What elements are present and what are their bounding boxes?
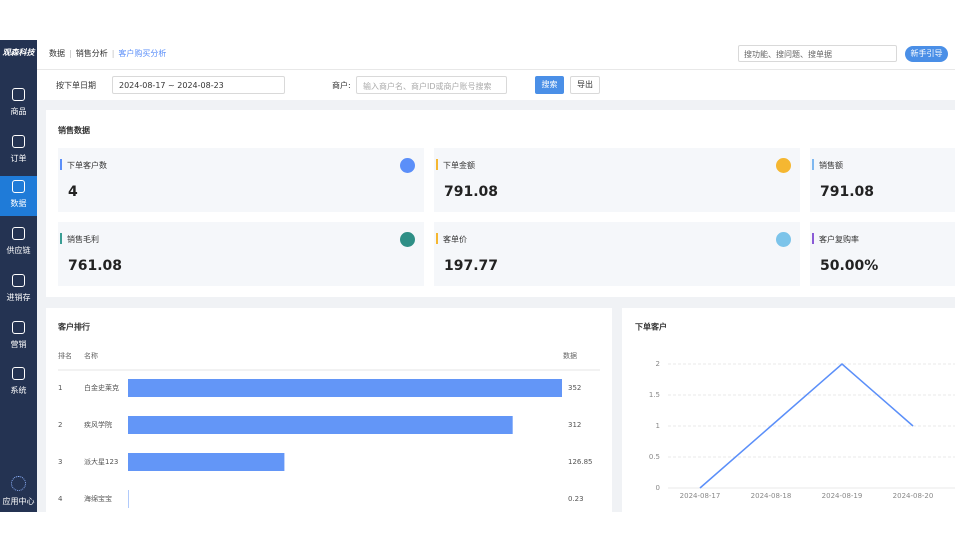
search-input[interactable]: 搜功能、搜问题、搜单据 <box>738 45 897 62</box>
stat-card <box>810 222 955 286</box>
bar <box>128 453 285 471</box>
customer-name: 白金史莱克 <box>84 383 119 392</box>
export-button[interactable]: 导出 <box>570 76 600 94</box>
nav-icon <box>12 135 25 148</box>
stat-value: 761.08 <box>68 258 123 274</box>
customer-name: 海绵宝宝 <box>84 494 112 503</box>
stat-accent <box>812 159 814 170</box>
stat-label: 下单客户数 <box>67 161 107 170</box>
breadcrumb: 数据 | 销售分析 | 客户购买分析 <box>49 49 167 58</box>
customer-name: 派大星123 <box>84 457 118 466</box>
x-tick-label: 2024-08-17 <box>680 492 721 500</box>
column-header: 排名 <box>58 351 72 360</box>
stat-icon <box>776 158 791 173</box>
y-tick-label: 0.5 <box>649 453 660 461</box>
chart-title: 客户排行 <box>57 322 90 332</box>
bar <box>128 416 513 434</box>
stat-label: 销售额 <box>819 161 843 170</box>
stat-icon <box>400 232 415 247</box>
stat-label: 客单价 <box>443 235 467 244</box>
line-chart: 下单客户 0 0.5 1 1.5 2 2024-08-17 2024-08-18 2024-08… <box>635 322 955 500</box>
customer-name: 疾风学院 <box>84 420 112 429</box>
stat-card <box>810 148 955 212</box>
search-button[interactable]: 搜索 <box>535 76 564 94</box>
column-header: 数据 <box>563 351 577 360</box>
stat-accent <box>60 159 62 170</box>
rank: 3 <box>58 458 62 466</box>
stat-accent <box>436 159 438 170</box>
rank: 2 <box>58 421 62 429</box>
nav-icon <box>12 321 25 334</box>
rank: 1 <box>58 384 62 392</box>
nav-item[interactable]: 应用中心 <box>2 497 35 506</box>
crumb[interactable]: 销售分析 <box>75 49 108 58</box>
stat-card <box>434 222 800 286</box>
logo: 观森科技 <box>2 48 35 57</box>
column-header: 名称 <box>84 351 98 360</box>
nav-item[interactable]: 系统 <box>10 386 27 395</box>
date-type-select[interactable]: 按下单日期 <box>56 81 96 90</box>
divider <box>37 69 955 70</box>
nav-item[interactable]: 数据 <box>10 199 27 208</box>
rank: 4 <box>58 495 63 503</box>
value-label: 126.85 <box>568 458 593 466</box>
stat-value: 50.00% <box>820 258 879 274</box>
stat-accent <box>436 233 438 244</box>
line <box>699 363 914 489</box>
nav-item[interactable]: 进销存 <box>6 293 31 302</box>
nav-item[interactable]: 商品 <box>10 107 27 116</box>
merchant-label: 商户: <box>332 81 351 90</box>
stat-accent <box>812 233 814 244</box>
stat-label: 客户复购率 <box>819 235 859 244</box>
nav-item[interactable]: 订单 <box>10 154 27 163</box>
nav-active-bg <box>0 176 37 216</box>
nav-icon <box>12 88 25 101</box>
stat-label: 销售毛利 <box>67 235 99 244</box>
sidebar <box>0 40 37 512</box>
value-label: 0.23 <box>568 495 584 503</box>
chart-title: 下单客户 <box>635 322 667 332</box>
nav-item[interactable]: 营销 <box>10 340 27 349</box>
stat-value: 197.77 <box>444 258 499 274</box>
section-title: 销售数据 <box>58 126 90 135</box>
stat-card <box>434 148 800 212</box>
nav-icon <box>11 476 26 491</box>
crumb[interactable]: 数据 <box>49 49 65 58</box>
stat-icon <box>400 158 415 173</box>
stat-label: 下单金额 <box>443 161 475 170</box>
value-label: 352 <box>568 384 581 392</box>
stat-value: 4 <box>68 184 78 200</box>
date-range[interactable]: 2024-08-17 ~ 2024-08-23 <box>112 76 285 94</box>
x-tick-label: 2024-08-19 <box>822 492 863 500</box>
bar <box>128 379 562 397</box>
stat-value: 791.08 <box>444 184 499 200</box>
guide-button[interactable]: 新手引导 <box>905 46 948 62</box>
y-tick-label: 1 <box>656 422 660 430</box>
value-label: 312 <box>568 421 581 429</box>
ranking-card <box>46 308 612 512</box>
y-tick-label: 0 <box>656 484 660 492</box>
crumb: 客户购买分析 <box>118 49 167 58</box>
x-tick-label: 2024-08-20 <box>893 492 934 500</box>
bar <box>128 490 129 508</box>
nav-icon <box>12 227 25 240</box>
stat-accent <box>60 233 62 244</box>
stat-card <box>58 222 424 286</box>
nav-icon <box>12 274 25 287</box>
y-tick-label: 1.5 <box>649 391 660 399</box>
stat-value: 791.08 <box>820 184 875 200</box>
x-tick-label: 2024-08-18 <box>751 492 792 500</box>
merchant-input[interactable]: 输入商户名、商户ID或商户账号搜索 <box>356 76 507 94</box>
y-tick-label: 2 <box>656 360 660 368</box>
nav-icon <box>12 367 25 380</box>
stat-card <box>58 148 424 212</box>
nav-item[interactable]: 供应链 <box>6 246 31 255</box>
nav-icon <box>12 180 25 193</box>
stat-icon <box>776 232 791 247</box>
